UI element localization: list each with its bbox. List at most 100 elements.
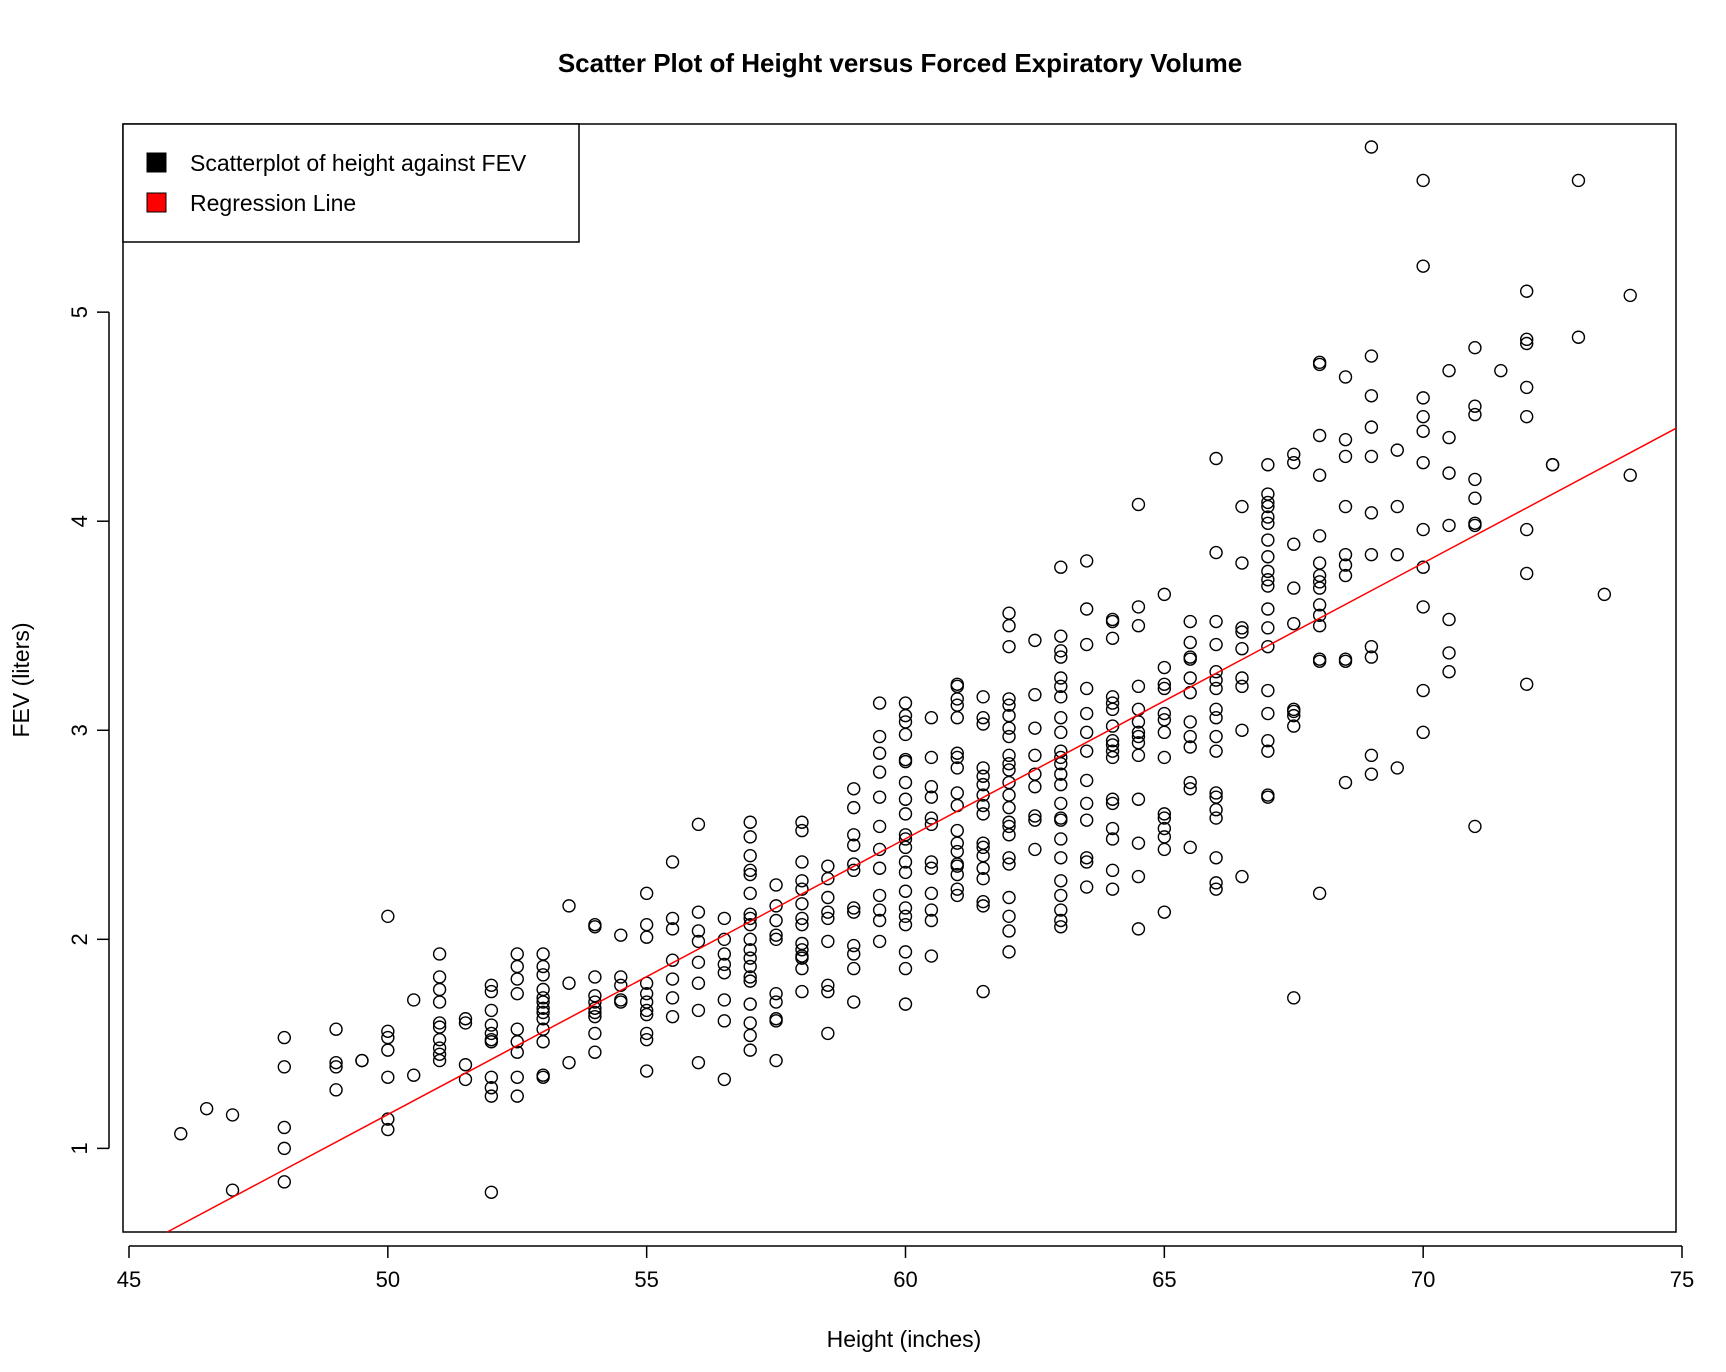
data-point <box>795 911 809 926</box>
data-point <box>743 951 757 965</box>
data-point <box>1054 725 1068 740</box>
data-point <box>1002 606 1016 620</box>
data-point <box>976 899 990 913</box>
data-point <box>381 1112 395 1126</box>
data-point <box>950 823 964 838</box>
data-point <box>1261 706 1275 721</box>
data-point <box>1209 803 1223 817</box>
data-point <box>976 788 990 802</box>
data-point <box>847 800 861 815</box>
data-point <box>1079 813 1094 827</box>
data-point <box>1131 702 1146 717</box>
data-point <box>1183 840 1197 855</box>
data-point <box>743 886 757 901</box>
data-point <box>1209 729 1223 744</box>
data-point <box>639 986 654 1001</box>
data-point <box>588 1009 602 1024</box>
data-point <box>1054 874 1068 888</box>
data-point <box>743 848 757 863</box>
y-axis: 1 2 3 4 5 <box>67 306 110 1155</box>
data-point <box>1261 458 1275 472</box>
x-tick-label: 55 <box>634 1267 658 1292</box>
legend-label-scatter: Scatterplot of height against FEV <box>190 150 527 176</box>
data-point <box>1338 547 1353 562</box>
data-point <box>769 928 783 942</box>
data-point <box>1183 635 1197 650</box>
data-points <box>174 140 1637 1199</box>
data-point <box>1287 704 1301 719</box>
data-point <box>1235 869 1249 884</box>
y-tick-label: 1 <box>67 1142 92 1154</box>
data-point <box>1183 715 1197 729</box>
data-point <box>1002 639 1016 654</box>
data-point <box>1002 692 1016 706</box>
data-point <box>1079 855 1094 869</box>
data-point <box>1235 556 1249 570</box>
data-point <box>1131 792 1146 806</box>
data-point <box>1364 140 1379 154</box>
data-point <box>536 968 550 982</box>
data-point <box>795 984 809 999</box>
x-axis: 45 50 55 60 65 70 75 <box>117 1245 1694 1292</box>
data-point <box>1519 380 1534 395</box>
data-point <box>1442 646 1456 660</box>
x-axis-label: Height (inches) <box>827 1326 982 1352</box>
data-point <box>743 1016 757 1030</box>
data-point <box>976 894 990 909</box>
data-point <box>898 708 913 723</box>
data-point <box>1287 537 1301 551</box>
data-point <box>1054 888 1068 903</box>
data-point <box>1183 671 1197 685</box>
data-point <box>821 1026 835 1041</box>
data-point <box>665 991 680 1005</box>
data-point <box>1209 681 1223 696</box>
data-point <box>1571 173 1586 188</box>
data-point <box>924 780 939 794</box>
data-point <box>1364 389 1379 403</box>
data-point <box>329 1055 343 1070</box>
data-point <box>1390 547 1404 562</box>
data-point <box>743 959 757 974</box>
data-point <box>1105 744 1120 758</box>
data-point <box>1209 665 1223 679</box>
data-point <box>1105 631 1120 645</box>
data-point <box>769 932 783 947</box>
data-point <box>329 1022 343 1036</box>
data-point <box>1157 587 1172 602</box>
data-point <box>976 807 990 821</box>
data-point <box>821 871 835 886</box>
data-point <box>1519 566 1534 581</box>
data-point <box>407 993 421 1007</box>
legend: Scatterplot of height against FEV Regres… <box>122 123 580 243</box>
data-point <box>717 1014 732 1028</box>
data-point <box>924 861 939 875</box>
data-point <box>1597 587 1612 602</box>
data-point <box>924 903 939 917</box>
data-point <box>795 855 809 869</box>
data-point <box>898 855 913 869</box>
data-point <box>691 924 706 938</box>
data-point <box>1002 851 1016 865</box>
data-point <box>1519 332 1534 347</box>
data-point <box>1209 876 1223 890</box>
data-point <box>1105 796 1120 811</box>
data-point <box>1235 679 1249 694</box>
data-point <box>510 972 524 986</box>
data-point <box>976 690 990 704</box>
data-point <box>847 857 861 871</box>
data-point <box>1442 466 1456 480</box>
data-point <box>1054 767 1068 781</box>
data-point <box>1312 619 1327 633</box>
data-point <box>1131 715 1146 729</box>
data-point <box>898 945 913 959</box>
data-point <box>898 696 913 710</box>
data-point <box>432 970 447 984</box>
data-point <box>432 1032 447 1047</box>
data-point <box>821 890 835 905</box>
data-point <box>1002 721 1016 735</box>
data-point <box>1183 775 1197 790</box>
data-point <box>1131 869 1146 884</box>
data-point <box>1390 499 1404 514</box>
data-point <box>484 1081 499 1095</box>
data-point <box>795 917 809 932</box>
